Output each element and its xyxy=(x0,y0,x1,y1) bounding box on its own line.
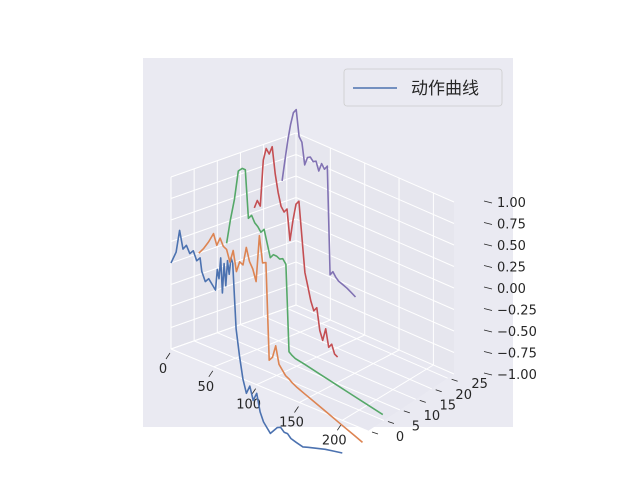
grid-line-y-floor xyxy=(240,324,416,400)
grid-line-z-back xyxy=(295,283,455,353)
z-tick-label: −0.50 xyxy=(497,325,537,340)
x-tick-label: 200 xyxy=(322,433,347,448)
grid-line-x-floor xyxy=(342,364,434,421)
z-tick-mark xyxy=(483,243,493,247)
z-tick-label: −0.75 xyxy=(497,347,537,362)
series-line-0 xyxy=(170,229,343,454)
z-tick-label: 0.50 xyxy=(497,239,526,254)
z-tick-label: 0.25 xyxy=(497,261,526,276)
y-tick-label: 10 xyxy=(424,409,441,424)
x-tick-mark xyxy=(208,370,214,378)
z-tick-mark xyxy=(483,372,493,376)
x-tick-mark xyxy=(336,424,342,431)
legend-label: 动作曲线 xyxy=(411,79,479,99)
z-tick-mark xyxy=(483,351,493,354)
grid-line-z-back xyxy=(295,261,455,332)
grid-line-z-left xyxy=(170,283,297,328)
z-tick-label: −1.00 xyxy=(497,368,537,383)
x-tick-label: 0 xyxy=(159,362,167,377)
grid-line-z-back xyxy=(295,175,455,246)
x-tick-label: 50 xyxy=(198,380,215,395)
pane-floor xyxy=(171,305,454,431)
z-tick-mark xyxy=(483,200,493,204)
y-tick-label: 5 xyxy=(412,419,420,434)
grid-line-y-floor xyxy=(217,332,401,411)
y-tick-label: 0 xyxy=(396,430,404,445)
grid-line-x-floor xyxy=(256,334,365,386)
z-tick-mark xyxy=(483,329,493,333)
legend: 动作曲线 xyxy=(343,68,503,107)
x-tick-mark xyxy=(165,352,171,360)
y-tick-mark xyxy=(387,421,395,424)
legend-box xyxy=(343,68,503,107)
z-tick-label: 0.75 xyxy=(497,218,526,233)
grid-line-y-floor xyxy=(193,340,385,421)
y-tick-mark xyxy=(435,389,442,393)
z-tick-label: 1.00 xyxy=(497,196,526,211)
series-line-3 xyxy=(253,145,339,358)
x-tick-label: 150 xyxy=(279,415,304,430)
y-tick-label: 15 xyxy=(440,398,457,413)
grid-line-y-floor xyxy=(286,307,448,379)
y-tick-mark xyxy=(403,410,410,414)
x-tick-mark xyxy=(294,406,299,413)
grid-line-z-back xyxy=(295,218,455,289)
grid-line-z-left xyxy=(170,304,297,350)
y-tick-mark xyxy=(419,399,426,403)
z-tick-mark xyxy=(483,265,493,268)
y-tick-label: 25 xyxy=(471,377,488,392)
series-line-2 xyxy=(225,167,384,416)
y-tick-label: 20 xyxy=(455,388,472,403)
grid-line-z-left xyxy=(170,197,297,242)
grid-line-z-back xyxy=(295,197,455,267)
grid-line-z-left xyxy=(170,132,297,178)
y-tick-mark xyxy=(451,378,458,382)
series-line-4 xyxy=(281,108,357,298)
grid-line-z-left xyxy=(170,240,297,285)
grid-line-z-left xyxy=(170,154,297,199)
grid-line-z-back xyxy=(295,240,455,310)
x-tick-label: 100 xyxy=(236,398,261,413)
grid-line-z-left xyxy=(170,218,297,264)
grid-line-z-left xyxy=(170,175,297,221)
grid-line-y-floor xyxy=(170,348,369,432)
grid-line-x-floor xyxy=(213,319,331,368)
y-tick-mark xyxy=(371,431,379,435)
grid-line-z-back xyxy=(295,132,455,203)
z-tick-label: −0.25 xyxy=(497,304,537,319)
series-line-1 xyxy=(198,232,364,444)
z-tick-mark xyxy=(483,286,493,290)
grid-line-x-floor xyxy=(299,349,400,403)
grid-line-z-back xyxy=(295,304,455,375)
z-tick-mark xyxy=(483,308,493,311)
z-tick-mark xyxy=(483,222,493,225)
z-tick-label: 0.00 xyxy=(497,282,526,297)
grid-line-y-floor xyxy=(263,315,432,390)
